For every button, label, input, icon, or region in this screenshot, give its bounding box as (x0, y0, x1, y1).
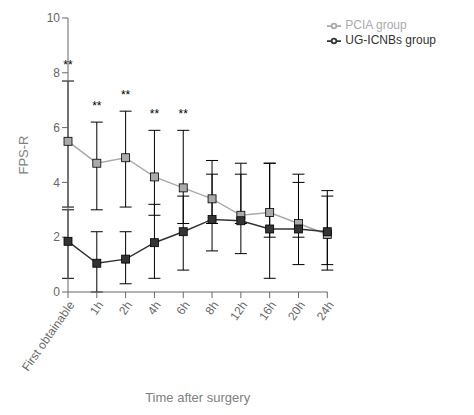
html-text:PCIA group: PCIA group (345, 18, 407, 32)
svg-text:2: 2 (53, 230, 60, 244)
svg-text:6h: 6h (174, 299, 193, 318)
svg-text:Time after surgery: Time after surgery (145, 390, 250, 405)
svg-text:8h: 8h (202, 299, 221, 318)
svg-text:10: 10 (47, 11, 61, 25)
svg-text:16h: 16h (256, 299, 279, 323)
svg-text:First obtainable: First obtainable (19, 298, 78, 374)
svg-text:2h: 2h (116, 299, 135, 318)
svg-text:FPS-R: FPS-R (16, 136, 31, 175)
svg-text:6: 6 (53, 121, 60, 135)
svg-text:**: ** (150, 107, 160, 121)
svg-text:4h: 4h (145, 299, 164, 318)
svg-text:0: 0 (53, 285, 60, 299)
svg-text:8: 8 (53, 66, 60, 80)
svg-text:20h: 20h (285, 299, 308, 323)
svg-text:24h: 24h (314, 299, 337, 323)
svg-text:**: ** (121, 88, 131, 102)
svg-text:**: ** (63, 58, 73, 72)
html-text:UG-ICNBs group: UG-ICNBs group (345, 32, 436, 47)
svg-text:**: ** (179, 107, 189, 121)
svg-text:4: 4 (53, 176, 60, 190)
svg-text:12h: 12h (227, 299, 250, 323)
svg-text:1h: 1h (87, 299, 106, 318)
svg-text:**: ** (92, 99, 102, 113)
